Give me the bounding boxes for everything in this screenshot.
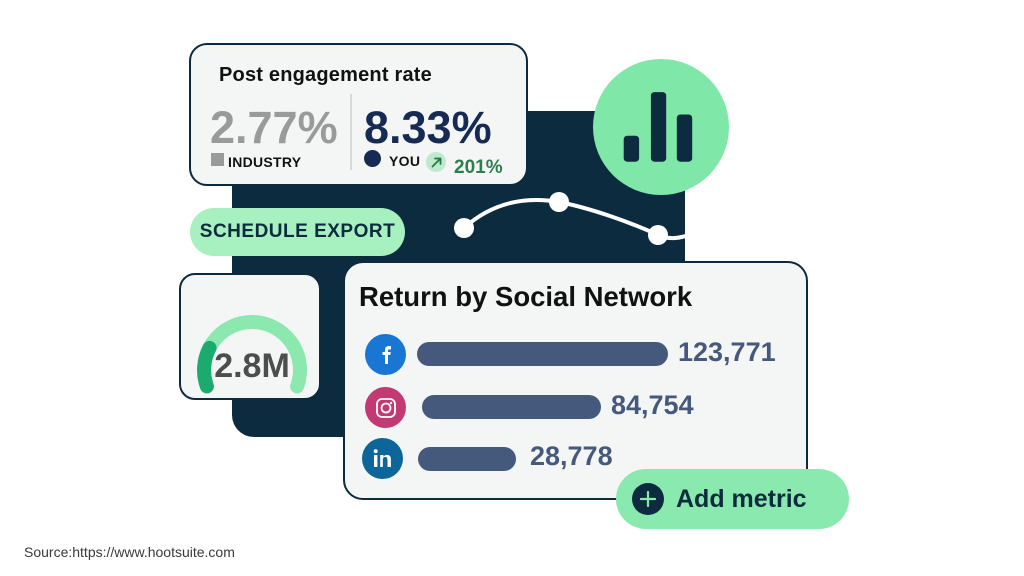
svg-text:2.8M: 2.8M bbox=[214, 347, 290, 385]
